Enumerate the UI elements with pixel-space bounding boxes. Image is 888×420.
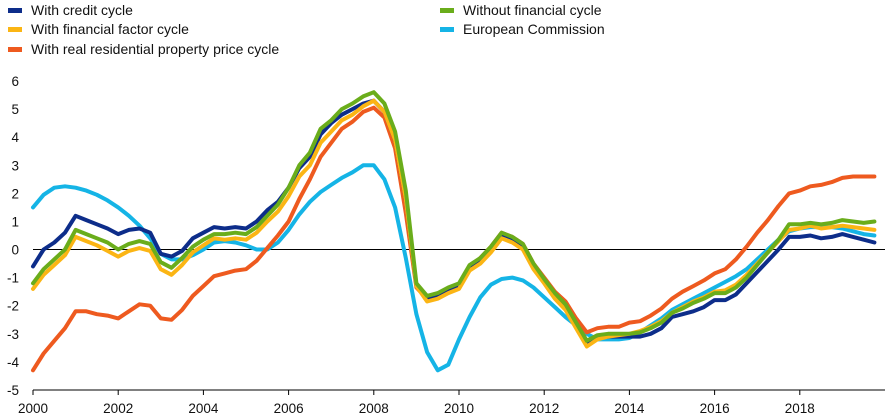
x-tick-label: 2000 [18,401,48,416]
x-tick-label: 2016 [700,401,730,416]
series-line-with-real-residential-property-price-cycle [31,105,877,373]
y-tick-label: 6 [11,74,19,89]
x-tick-label: 2014 [614,401,645,416]
legend-swatch [8,27,22,32]
y-tick-label: 5 [11,102,19,117]
series-line-european-commission [31,163,877,373]
legend-label: With financial factor cycle [31,21,189,37]
x-tick-label: 2012 [529,401,559,416]
x-tick-label: 2006 [274,401,304,416]
y-tick-label: -5 [7,383,19,398]
y-tick-label: 2 [11,186,19,201]
series-layer [31,90,877,373]
y-axis: -5 -4 -3 -2 -1 0 1 2 3 4 5 6 [7,74,20,398]
legend-swatch [8,47,22,52]
y-tick-label: -4 [7,355,19,370]
y-tick-label: 1 [11,214,19,229]
y-tick-label: -1 [7,271,19,286]
x-tick-label: 2010 [444,401,474,416]
y-tick-label: -3 [7,327,19,342]
legend-swatch [8,8,22,13]
x-tick-label: 2004 [188,401,219,416]
legend-item-with-financial-factor-cycle: With financial factor cycle [8,21,189,37]
legend-item-european-commission: European Commission [440,21,605,37]
y-tick-label: 3 [11,158,19,173]
y-tick-label: 0 [11,243,19,258]
series-line-with-financial-factor-cycle [31,98,877,349]
legend-swatch [440,8,454,13]
legend-label: Without financial cycle [463,2,602,18]
x-tick-label: 2008 [359,401,389,416]
legend-label: With credit cycle [31,2,133,18]
legend-label: With real residential property price cyc… [31,41,279,57]
legend-swatch [440,27,454,32]
series-line-without-financial-cycle [31,90,877,343]
series-line-with-credit-cycle [31,98,877,346]
legend-item-with-real-residential-property-price-cycle: With real residential property price cyc… [8,41,279,57]
y-tick-label: -2 [7,299,19,314]
legend-item-without-financial-cycle: Without financial cycle [440,2,602,18]
x-tick-label: 2018 [785,401,815,416]
x-axis: 2000 2002 2004 2006 2008 2010 2012 2014 2016 2018 [18,249,885,416]
legend-item-with-credit-cycle: With credit cycle [8,2,133,18]
y-tick-label: 4 [11,130,19,145]
x-tick-label: 2002 [103,401,133,416]
legend-label: European Commission [463,21,605,37]
legend: With credit cycle With financial factor c… [8,2,605,57]
